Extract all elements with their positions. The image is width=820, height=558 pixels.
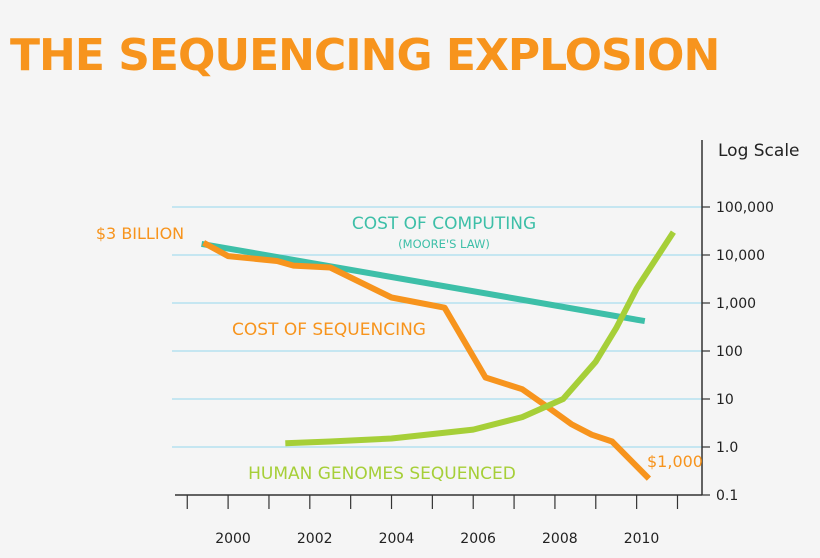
y-tick-label: 100	[716, 344, 743, 360]
chart-labels: COST OF COMPUTING (MOORE'S LAW) COST OF SE…	[96, 214, 703, 484]
cost-of-computing-line	[201, 240, 646, 325]
cost-of-sequencing-line	[202, 240, 652, 481]
x-tick-label: 2008	[542, 531, 578, 547]
human-genomes-sequenced-line	[285, 230, 676, 447]
y-tick-label: 100,000	[716, 200, 774, 216]
series-lines	[201, 230, 676, 481]
computing-series-label: COST OF COMPUTING	[352, 214, 536, 234]
axes: 100,000 10,000 1,000 100 10 1.0 0.1 Log Scale 20…	[175, 140, 800, 547]
genomes-series-label: HUMAN GENOMES SEQUENCED	[248, 464, 516, 484]
sequencing-series-label: COST OF SEQUENCING	[232, 320, 426, 340]
one-thousand-annotation: $1,000	[647, 452, 703, 471]
x-tick-label: 2010	[624, 531, 660, 547]
y-tick-label: 10	[716, 392, 734, 408]
y-tick-label: 1.0	[716, 440, 738, 456]
y-tick-label: 10,000	[716, 248, 765, 264]
x-tick-label: 2000	[215, 531, 251, 547]
three-billion-annotation: $3 BILLION	[96, 224, 184, 243]
x-tick-label: 2004	[379, 531, 415, 547]
y-tick-label: 0.1	[716, 488, 738, 504]
x-tick-label: 2006	[460, 531, 496, 547]
moores-law-sublabel: (MOORE'S LAW)	[398, 237, 490, 251]
y-tick-label: 1,000	[716, 296, 756, 312]
chart-title: THE SEQUENCING EXPLOSION	[10, 30, 720, 81]
x-tick-label: 2002	[297, 531, 333, 547]
y-axis-label: Log Scale	[718, 141, 800, 161]
